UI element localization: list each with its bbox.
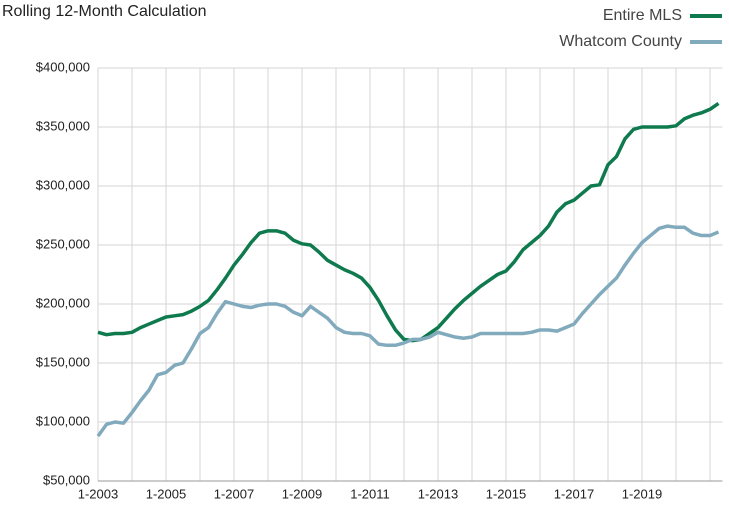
- x-tick-label: 1-2019: [622, 486, 662, 501]
- y-tick-label: $200,000: [36, 295, 90, 310]
- y-tick-label: $50,000: [43, 472, 90, 487]
- y-tick-label: $250,000: [36, 236, 90, 251]
- series-line: [97, 101, 720, 343]
- x-tick-label: 1-2007: [214, 486, 254, 501]
- x-tick-label: 1-2015: [486, 486, 526, 501]
- y-tick-label: $150,000: [36, 354, 90, 369]
- x-tick-label: 1-2005: [146, 486, 186, 501]
- legend-label: Whatcom County: [559, 33, 682, 50]
- x-tick-label: 1-2009: [282, 486, 322, 501]
- x-tick-label: 1-2017: [554, 486, 594, 501]
- chart-title: Rolling 12-Month Calculation: [2, 3, 207, 20]
- y-tick-label: $300,000: [36, 177, 90, 192]
- legend-label: Entire MLS: [603, 7, 682, 24]
- x-tick-label: 1-2013: [418, 486, 458, 501]
- y-tick-label: $100,000: [36, 413, 90, 428]
- x-tick-label: 1-2003: [78, 486, 118, 501]
- x-tick-label: 1-2011: [350, 486, 390, 501]
- series-line: [96, 224, 720, 438]
- y-tick-label: $350,000: [36, 118, 90, 133]
- y-tick-label: $400,000: [36, 59, 90, 74]
